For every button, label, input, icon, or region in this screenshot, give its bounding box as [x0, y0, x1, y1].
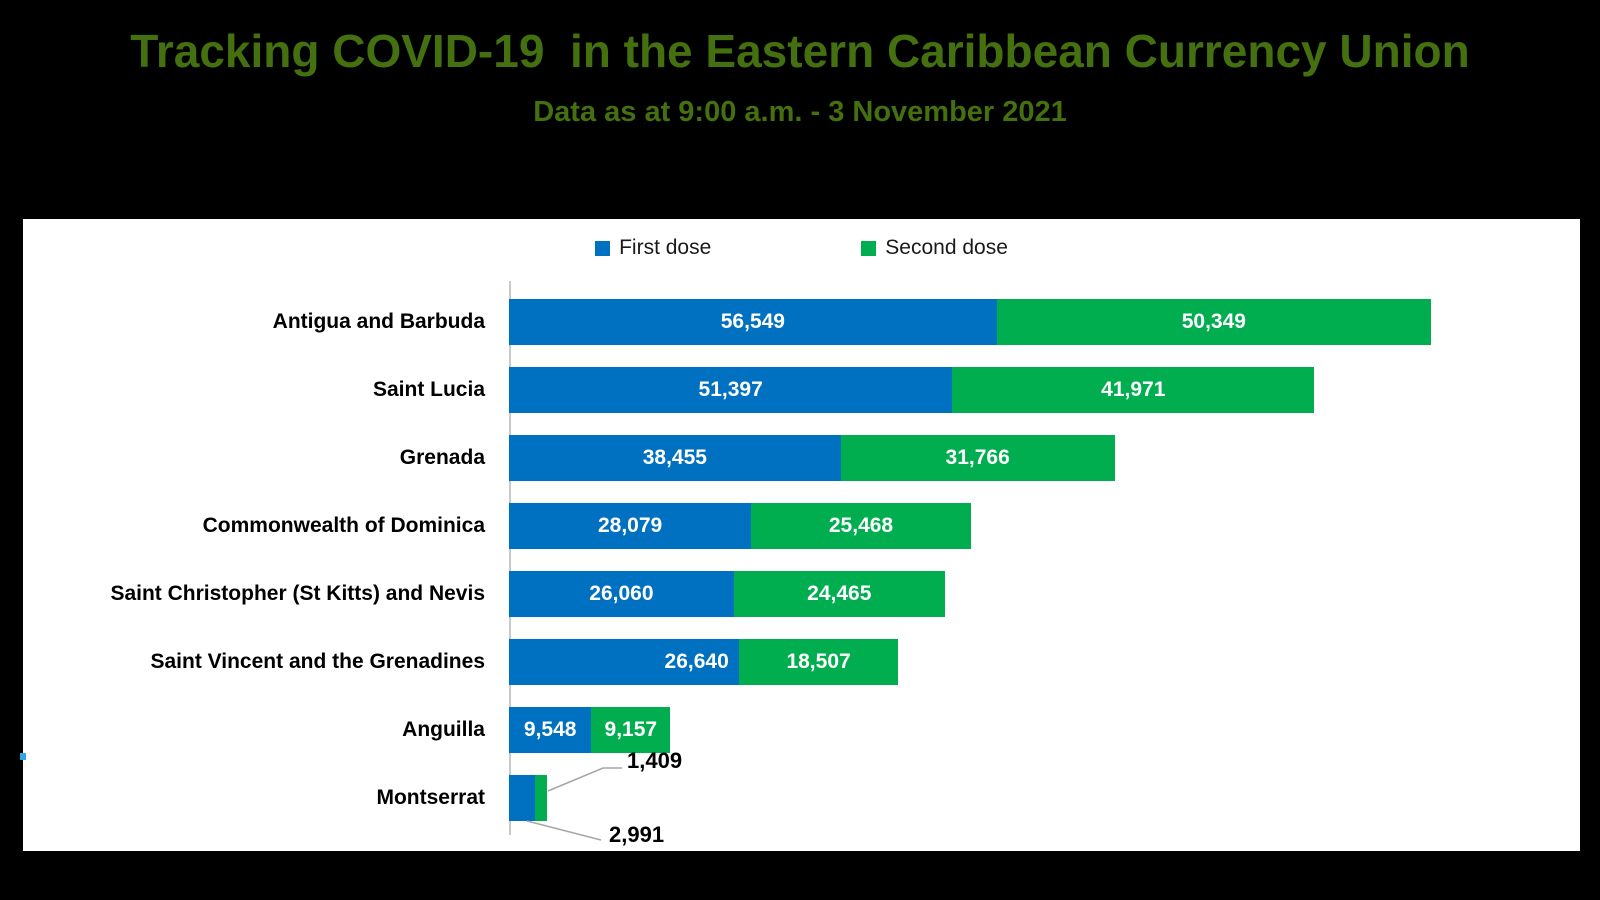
bar-rows: Antigua and Barbuda 56,549 50,349 Saint Luc…	[23, 288, 1580, 832]
stacked-bar: 26,060 24,465	[509, 571, 945, 617]
category-label: Saint Vincent and the Grenadines	[150, 650, 485, 673]
bar-value-label: 50,349	[1181, 310, 1246, 333]
second-dose-segment: 31,766	[840, 435, 1115, 481]
stray-marker	[20, 753, 26, 760]
stacked-bar: 26,640 18,507	[509, 639, 899, 685]
bar-value-label: 24,465	[807, 582, 872, 605]
first-dose-segment: 26,640	[509, 639, 739, 685]
bar-value-label: 41,971	[1101, 378, 1166, 401]
category-axis-line	[509, 281, 511, 835]
bar-value-label: 26,640	[664, 650, 729, 673]
chart-subtitle: Data as at 9:00 a.m. - 3 November 2021	[533, 96, 1067, 128]
first-dose-segment: 28,079	[509, 503, 752, 549]
first-dose-segment	[509, 775, 535, 821]
callout-label-first-dose: 2,991	[609, 822, 665, 847]
chart-row: Anguilla 9,548 9,157	[23, 696, 1580, 764]
stacked-bar: 38,455 31,766	[509, 435, 1115, 481]
category-label: Anguilla	[402, 718, 485, 741]
bar-value-label: 18,507	[786, 650, 851, 673]
stacked-bar: 56,549 50,349	[509, 299, 1431, 345]
first-dose-swatch-icon	[595, 240, 611, 256]
second-dose-segment: 25,468	[751, 503, 971, 549]
bar-value-label: 26,060	[589, 582, 654, 605]
bar-value-label: 51,397	[698, 378, 763, 401]
legend-item-first-dose: First dose	[595, 236, 711, 260]
bar-value-label: 9,548	[523, 718, 577, 741]
bar-value-label: 28,079	[597, 514, 663, 537]
chart-row: Saint Lucia 51,397 41,971	[23, 356, 1580, 424]
callout-label-second-dose: 1,409	[627, 748, 683, 773]
chart-panel: First dose Second dose Antigua and Barbu…	[20, 219, 1580, 851]
second-dose-segment: 24,465	[733, 571, 945, 617]
first-dose-segment: 51,397	[509, 367, 953, 413]
chart-title: Tracking COVID-19 in the Eastern Caribbe…	[130, 25, 1470, 77]
bar-value-label: 9,157	[604, 718, 658, 741]
legend-label-second-dose: Second dose	[885, 236, 1008, 259]
category-label: Saint Christopher (St Kitts) and Nevis	[110, 582, 485, 605]
stacked-bar: 51,397 41,971	[509, 367, 1315, 413]
category-label: Grenada	[399, 446, 485, 469]
chart-row: Commonwealth of Dominica 28,079 25,468	[23, 492, 1580, 560]
second-dose-segment: 18,507	[738, 639, 899, 685]
category-label: Saint Lucia	[372, 378, 485, 401]
first-dose-segment: 9,548	[509, 707, 592, 753]
chart-row: Antigua and Barbuda 56,549 50,349	[23, 288, 1580, 356]
chart-row: Grenada 38,455 31,766	[23, 424, 1580, 492]
first-dose-segment: 56,549	[509, 299, 997, 345]
bar-value-label: 56,549	[720, 310, 785, 333]
chart-row: Montserrat	[23, 764, 1580, 832]
bar-value-label: 25,468	[828, 514, 894, 537]
second-dose-swatch-icon	[861, 240, 877, 256]
second-dose-segment	[534, 775, 547, 821]
second-dose-segment: 9,157	[591, 707, 671, 753]
first-dose-segment: 26,060	[509, 571, 734, 617]
bar-value-label: 31,766	[945, 446, 1010, 469]
first-dose-segment: 38,455	[509, 435, 841, 481]
stacked-bar: 28,079 25,468	[509, 503, 971, 549]
chart-row: Saint Vincent and the Grenadines 26,640 18…	[23, 628, 1580, 696]
category-label: Commonwealth of Dominica	[202, 514, 485, 537]
category-label: Antigua and Barbuda	[272, 310, 485, 333]
legend: First dose Second dose	[23, 236, 1580, 260]
legend-item-second-dose: Second dose	[861, 236, 1008, 260]
chart-row: Saint Christopher (St Kitts) and Nevis 26…	[23, 560, 1580, 628]
bar-value-label: 38,455	[642, 446, 707, 469]
stacked-bar: 9,548 9,157	[509, 707, 671, 753]
second-dose-segment: 41,971	[952, 367, 1315, 413]
second-dose-segment: 50,349	[996, 299, 1431, 345]
legend-label-first-dose: First dose	[619, 236, 712, 259]
stacked-bar	[509, 775, 547, 821]
category-label: Montserrat	[376, 786, 485, 809]
